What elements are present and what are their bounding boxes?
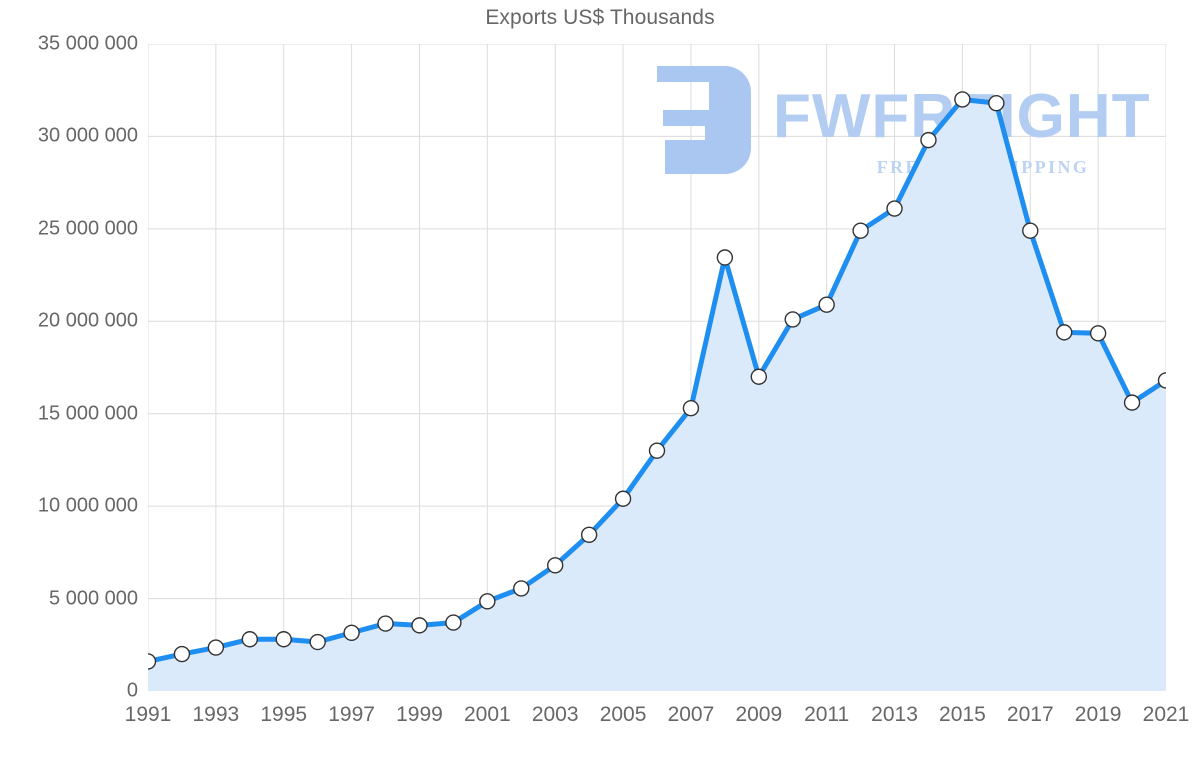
data-point-marker[interactable]: [276, 632, 291, 647]
data-point-marker[interactable]: [1057, 325, 1072, 340]
x-axis-tick-labels: 1991 1993 1995 1997 1999 2001 2003 2005 2007 2009…: [0, 703, 1200, 743]
data-point-marker[interactable]: [446, 615, 461, 630]
data-point-marker[interactable]: [148, 654, 156, 669]
y-axis-tick-label: 10 000 000: [37, 494, 138, 517]
data-point-marker[interactable]: [853, 223, 868, 238]
x-axis-tick-label: 2019: [1074, 703, 1122, 726]
chart-title: Exports US$ Thousands: [485, 6, 715, 29]
x-axis-tick-label: 1997: [328, 703, 375, 726]
data-point-marker[interactable]: [819, 297, 834, 312]
data-point-marker[interactable]: [1023, 223, 1038, 238]
data-point-marker[interactable]: [989, 96, 1004, 111]
data-point-marker[interactable]: [310, 635, 325, 650]
data-point-marker[interactable]: [921, 133, 936, 148]
area-fill: [148, 99, 1166, 691]
data-point-marker[interactable]: [480, 594, 495, 609]
data-point-marker[interactable]: [174, 647, 189, 662]
data-point-marker[interactable]: [650, 443, 665, 458]
x-axis-tick-label: 2021: [1142, 703, 1190, 726]
data-series-layer: [148, 44, 1166, 691]
x-axis-tick-label: 1999: [396, 703, 443, 726]
x-axis-tick-label: 2005: [599, 703, 647, 726]
data-point-marker[interactable]: [1125, 395, 1140, 410]
y-axis-tick-labels: 0 5 000 000 10 000 000 15 000 000 20 000 000…: [0, 0, 138, 763]
data-point-marker[interactable]: [514, 581, 529, 596]
plot-area: FWFREIGHT FREIGHT SHIPPING: [148, 44, 1166, 691]
data-point-marker[interactable]: [616, 491, 631, 506]
x-axis-tick-label: 2009: [735, 703, 783, 726]
y-axis-tick-label: 15 000 000: [37, 402, 138, 425]
y-axis-tick-label: 0: [126, 679, 138, 702]
data-point-marker[interactable]: [582, 527, 597, 542]
y-axis-tick-label: 25 000 000: [37, 217, 138, 240]
data-point-marker[interactable]: [1159, 373, 1167, 388]
data-point-marker[interactable]: [242, 632, 257, 647]
x-axis-tick-label: 2001: [463, 703, 511, 726]
x-axis-tick-label: 2007: [667, 703, 715, 726]
data-point-marker[interactable]: [785, 312, 800, 327]
data-point-marker[interactable]: [955, 92, 970, 107]
x-axis-tick-label: 2011: [804, 703, 850, 726]
x-axis-tick-label: 1991: [124, 703, 172, 726]
data-point-marker[interactable]: [887, 201, 902, 216]
data-point-marker[interactable]: [208, 640, 223, 655]
data-point-marker[interactable]: [344, 625, 359, 640]
y-axis-tick-label: 20 000 000: [37, 309, 138, 332]
y-axis-tick-label: 35 000 000: [37, 32, 138, 55]
data-point-marker[interactable]: [717, 250, 732, 265]
x-axis-tick-label: 2013: [871, 703, 918, 726]
data-point-marker[interactable]: [378, 616, 393, 631]
x-axis-tick-label: 1995: [260, 703, 308, 726]
y-axis-tick-label: 5 000 000: [49, 587, 138, 610]
data-point-marker[interactable]: [1091, 326, 1106, 341]
x-axis-tick-label: 2003: [531, 703, 579, 726]
x-axis-tick-label: 2015: [939, 703, 986, 726]
x-axis-tick-label: 1993: [192, 703, 240, 726]
x-axis-tick-label: 2017: [1006, 703, 1054, 726]
y-axis-tick-label: 30 000 000: [37, 124, 138, 147]
data-point-marker[interactable]: [412, 618, 427, 633]
data-point-marker[interactable]: [683, 401, 698, 416]
data-point-marker[interactable]: [751, 369, 766, 384]
data-point-marker[interactable]: [548, 558, 563, 573]
